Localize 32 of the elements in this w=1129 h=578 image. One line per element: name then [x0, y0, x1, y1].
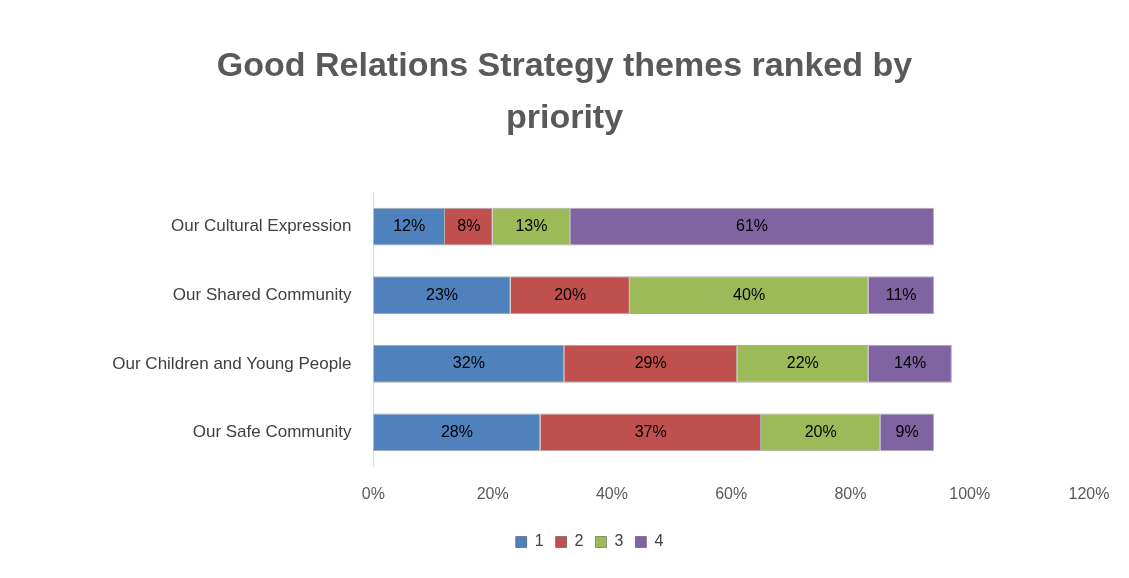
legend-label: 1: [534, 532, 544, 550]
data-label: 29%: [634, 354, 667, 372]
data-label: 20%: [804, 422, 837, 440]
y-tick-label: Our Safe Community: [192, 422, 352, 442]
chart-title: Good Relations Strategy themes ranked by priority: [215, 44, 914, 137]
legend-label: 2: [574, 532, 584, 550]
data-label: 13%: [515, 216, 548, 234]
data-label: 8%: [457, 216, 481, 234]
data-label: 11%: [885, 285, 917, 303]
x-tick-label: 80%: [834, 484, 867, 502]
y-tick-label: Our Cultural Expression: [170, 216, 352, 236]
data-label: 12%: [393, 216, 426, 234]
data-label: 20%: [554, 285, 587, 303]
x-tick-label: 60%: [715, 484, 748, 502]
data-label: 61%: [736, 216, 769, 234]
data-label: 32%: [452, 354, 485, 372]
data-label: 23%: [426, 285, 459, 303]
y-tick-label: Our Shared Community: [172, 284, 352, 304]
data-label: 37%: [634, 422, 667, 440]
legend-label: 3: [614, 532, 624, 550]
data-label: 9%: [895, 422, 919, 440]
data-label: 40%: [733, 285, 766, 303]
data-label: 22%: [786, 354, 819, 372]
x-tick-label: 0%: [361, 484, 385, 502]
data-label: 14%: [894, 354, 927, 372]
x-tick-label: 40%: [595, 484, 628, 502]
x-tick-label: 100%: [949, 484, 991, 502]
y-tick-label: Our Children and Young People: [112, 353, 352, 373]
x-tick-label: 20%: [476, 484, 509, 502]
legend-label: 4: [654, 532, 664, 550]
x-tick-label: 120%: [1068, 484, 1110, 502]
data-label: 28%: [440, 422, 473, 440]
